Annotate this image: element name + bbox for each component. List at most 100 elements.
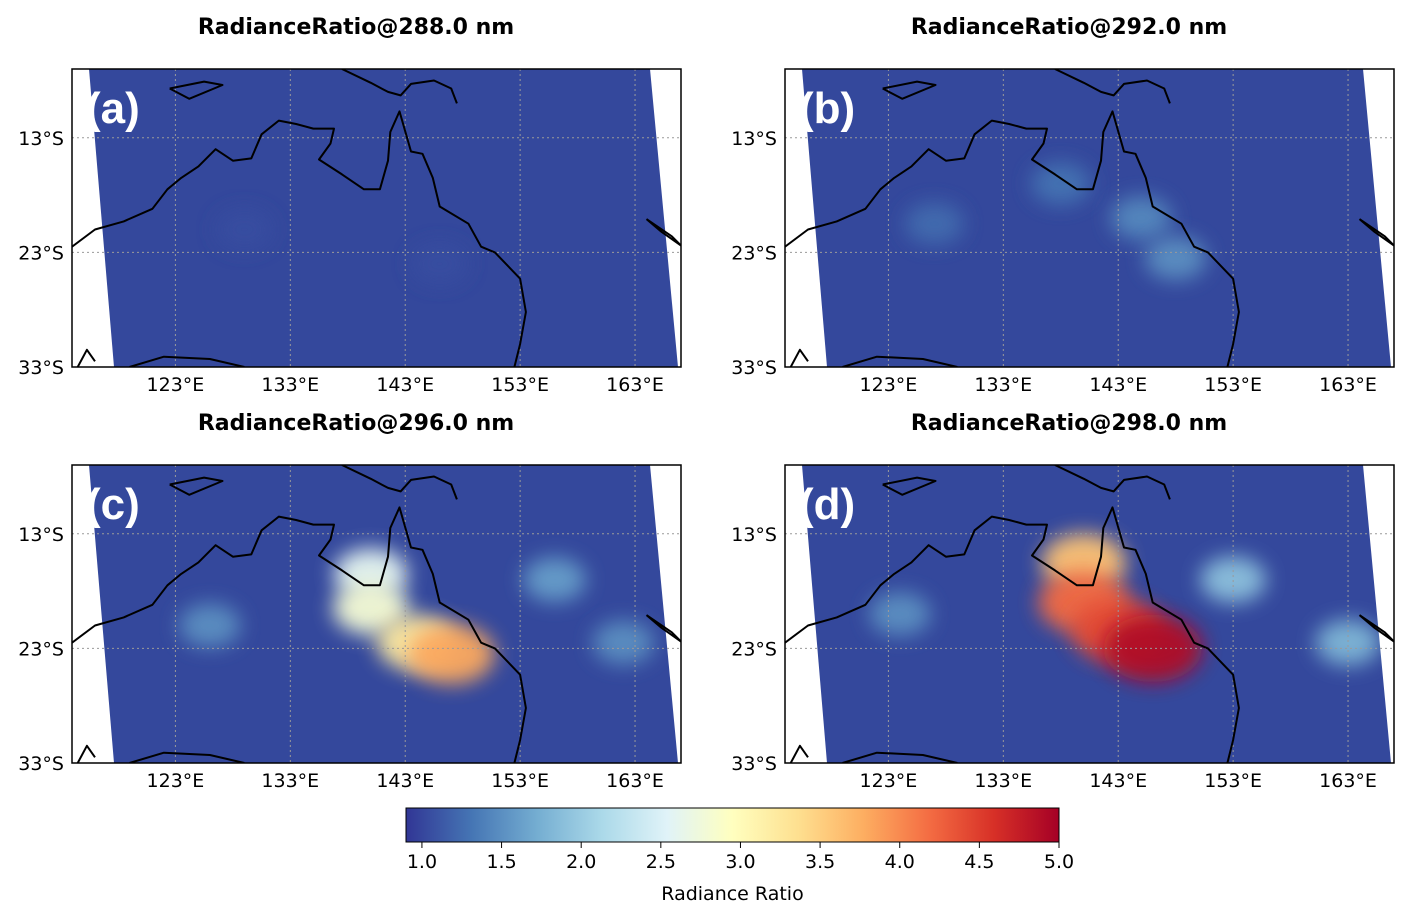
map-panel: RadianceRatio@298.0 nm (d) 123°E 133°E 143°E… [731, 411, 1395, 792]
lon-tick-label: 123°E [860, 374, 918, 396]
coastline-australia [785, 506, 1240, 763]
coastline-bight [842, 751, 958, 763]
map-frame [71, 68, 682, 368]
coastline-new-caledonia [645, 218, 681, 247]
colorbar-tick-label: 5.0 [1044, 851, 1074, 873]
coastline-southwest [789, 348, 809, 367]
lon-tick-label: 143°E [1089, 770, 1147, 792]
no-data-swath-right [1363, 465, 1394, 763]
lat-tick-label: 13°S [18, 128, 64, 150]
coastline-new-guinea [1054, 465, 1171, 500]
lat-tick-label: 13°S [731, 128, 777, 150]
no-data-swath-left [785, 69, 827, 367]
lon-tick-label: 133°E [261, 374, 319, 396]
lon-tick-label: 123°E [860, 770, 918, 792]
plume-point [1144, 236, 1207, 280]
coastline-bight [842, 355, 958, 367]
panel-letter: (d) [799, 480, 855, 529]
colorbar-tick-label: 3.0 [725, 851, 755, 873]
lon-tick-label: 123°E [147, 770, 205, 792]
colorbar-tick-label: 1.5 [486, 851, 516, 873]
no-data-swath-left [72, 69, 114, 367]
lon-tick-label: 133°E [974, 374, 1032, 396]
lon-tick-label: 143°E [1089, 374, 1147, 396]
lon-tick-label: 163°E [606, 770, 664, 792]
coastline-southwest [76, 348, 96, 367]
coastline-new-caledonia [1358, 218, 1394, 247]
plume-point [216, 209, 273, 250]
lon-tick-label: 133°E [261, 770, 319, 792]
coastline-island [169, 476, 224, 496]
lon-tick-label: 153°E [1204, 770, 1262, 792]
plume-point [592, 620, 655, 665]
plume-point [869, 592, 931, 636]
colorbar-tick-label: 4.5 [964, 851, 994, 873]
lat-tick-label: 33°S [731, 753, 777, 775]
no-data-swath-right [650, 69, 681, 367]
coastline-new-guinea [1054, 69, 1171, 104]
radiance-field [72, 69, 681, 367]
no-data-swath-left [785, 465, 827, 763]
lon-tick-label: 163°E [606, 374, 664, 396]
coastline-bight [129, 355, 245, 367]
no-data-swath-right [1363, 69, 1394, 367]
colorbar-tick-label: 1.0 [407, 851, 437, 873]
colorbar: 1.0 1.5 2.0 2.5 3.0 3.5 4.0 4.5 5.0 Radiance Rati… [405, 807, 1074, 905]
plume-point [1110, 196, 1172, 240]
coastline-southwest [789, 744, 809, 763]
colorbar-tick-label: 4.0 [885, 851, 915, 873]
lat-tick-label: 23°S [18, 242, 64, 264]
lon-tick-label: 153°E [491, 770, 549, 792]
lat-tick-label: 33°S [18, 357, 64, 379]
plume-point [332, 581, 409, 635]
lat-tick-label: 33°S [731, 357, 777, 379]
coastline-island [169, 80, 224, 100]
panel-title: RadianceRatio@288.0 nm [198, 15, 514, 40]
coastline-australia [785, 110, 1240, 367]
plume-point [523, 557, 586, 602]
plume-point [407, 624, 495, 684]
plume-point [411, 243, 468, 285]
colorbar-tick-label: 2.0 [566, 851, 596, 873]
coastline-australia [72, 110, 527, 367]
panel-letter: (c) [86, 480, 140, 529]
panel-letter: (b) [799, 84, 855, 133]
coastline-new-caledonia [645, 614, 681, 643]
plume-point [1031, 162, 1091, 205]
lon-tick-label: 153°E [1204, 374, 1262, 396]
lon-tick-label: 143°E [376, 770, 434, 792]
colorbar-tick-label: 3.5 [805, 851, 835, 873]
plume-point [1103, 614, 1203, 683]
map-frame [784, 68, 1395, 368]
lon-tick-label: 143°E [376, 374, 434, 396]
radiance-field [785, 69, 1394, 367]
map-panel: RadianceRatio@288.0 nm (a) 123°E 133°E 143°E… [18, 15, 682, 396]
no-data-swath-right [650, 465, 681, 763]
lat-tick-label: 13°S [18, 524, 64, 546]
map-panel: RadianceRatio@296.0 nm (c) 123°E 133°E 143°E… [18, 411, 682, 792]
panel-letter: (a) [86, 84, 140, 133]
map-frame [784, 464, 1395, 764]
plume-point [179, 603, 241, 648]
lon-tick-label: 163°E [1319, 374, 1377, 396]
coastline-new-caledonia [1358, 614, 1394, 643]
colorbar-gradient [405, 807, 1060, 843]
colorbar-tick-label: 2.5 [646, 851, 676, 873]
plume-point [1200, 556, 1267, 603]
lon-tick-label: 163°E [1319, 770, 1377, 792]
panel-title: RadianceRatio@292.0 nm [911, 15, 1227, 40]
coastline-southwest [76, 744, 96, 763]
lat-tick-label: 13°S [731, 524, 777, 546]
coastline-bight [129, 751, 245, 763]
coastline-island [882, 80, 937, 100]
lon-tick-label: 153°E [491, 374, 549, 396]
panel-title: RadianceRatio@296.0 nm [198, 411, 514, 436]
coastline-island [882, 476, 937, 496]
plume-point [1315, 619, 1381, 666]
map-frame [71, 464, 682, 764]
coastline-new-guinea [341, 465, 458, 500]
lat-tick-label: 33°S [18, 753, 64, 775]
lat-tick-label: 23°S [731, 242, 777, 264]
map-panel: RadianceRatio@292.0 nm (b) 123°E 133°E 143°E… [731, 15, 1395, 396]
